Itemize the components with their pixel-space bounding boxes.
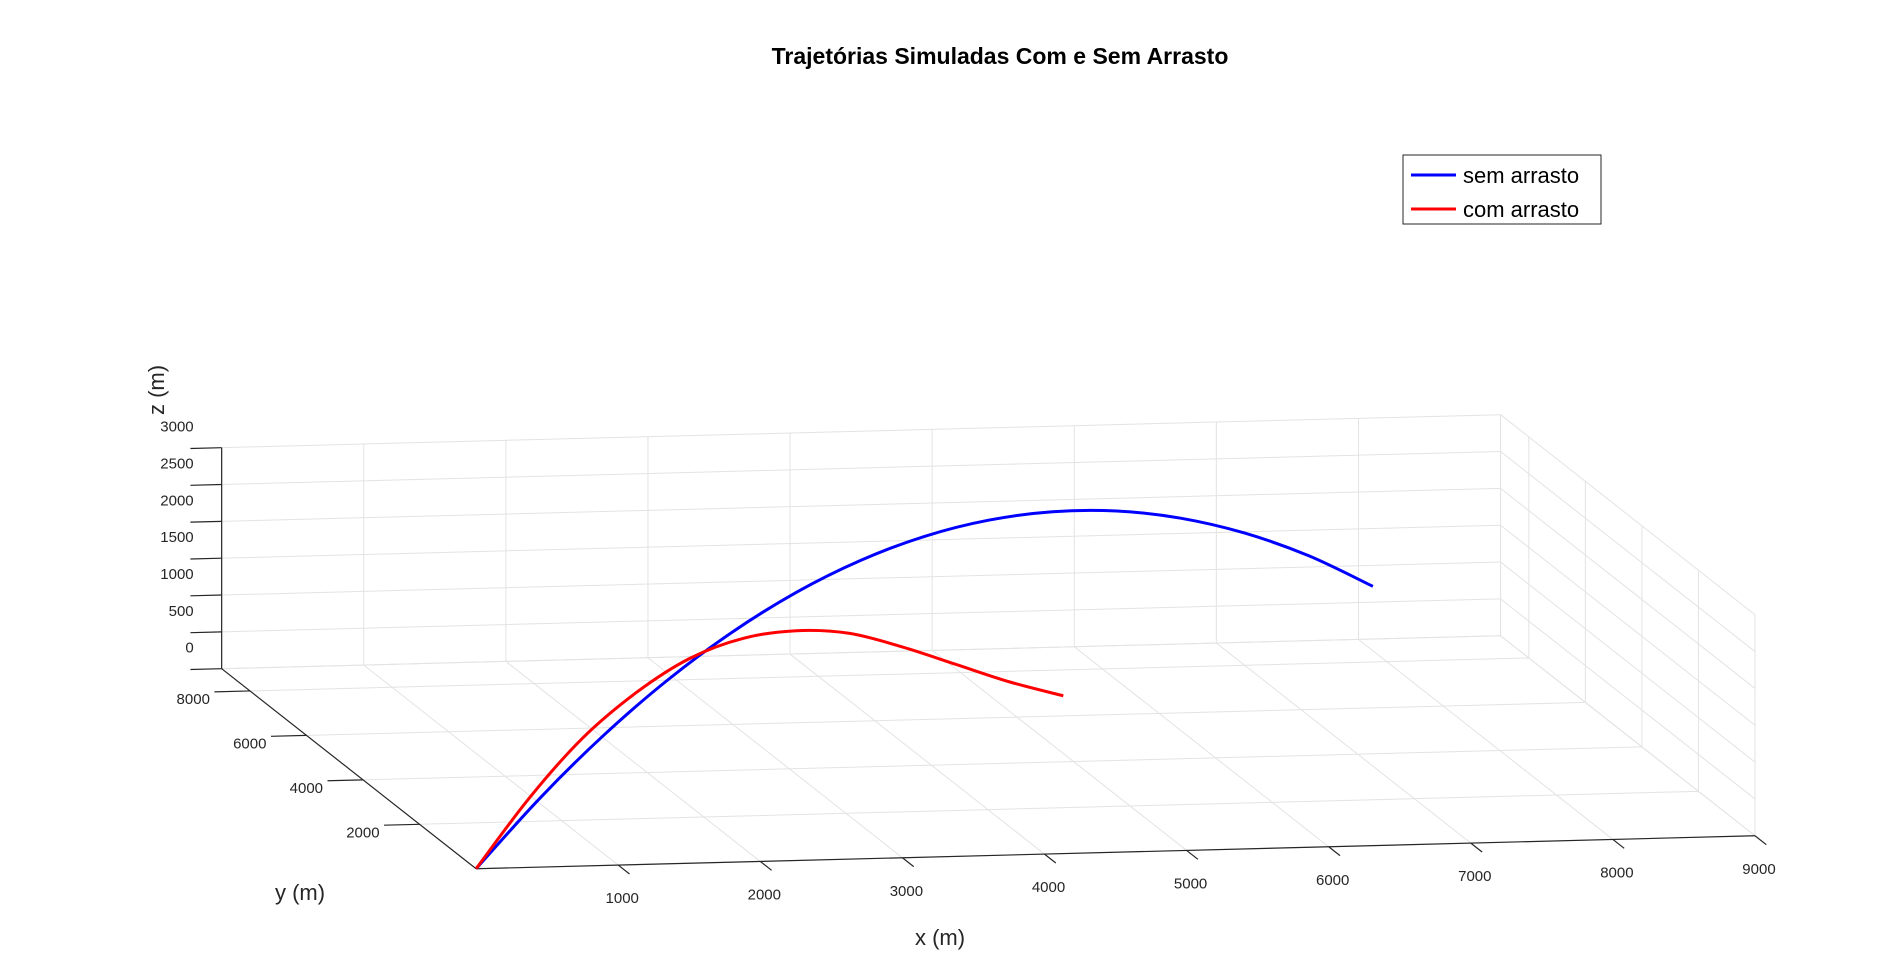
chart-title: Trajetórias Simuladas Com e Sem Arrasto	[772, 43, 1229, 69]
grid-back-z-line	[221, 487, 1501, 522]
z-tick-label: 2500	[160, 456, 193, 473]
x-tick-mark	[902, 857, 915, 868]
x-tick-mark	[1612, 838, 1625, 849]
grid-side-z-line	[1500, 561, 1756, 763]
grid-floor-y-line	[249, 657, 1529, 692]
grid-back-z-line	[221, 561, 1501, 596]
z-tick-label: 1000	[160, 566, 193, 583]
x-tick-label: 6000	[1316, 872, 1349, 889]
z-tick-mark	[190, 557, 222, 560]
z-tick-mark	[190, 520, 222, 523]
legend-label-sem-arrasto: sem arrasto	[1463, 163, 1579, 188]
x-tick-mark	[1754, 835, 1767, 846]
z-tick-mark	[190, 447, 222, 450]
axes	[190, 447, 1767, 875]
grid-floor-x-line	[505, 660, 761, 862]
grid-back-z-line	[221, 414, 1501, 449]
grid-floor-x-line	[1358, 639, 1614, 840]
x-tick-mark	[1044, 853, 1057, 864]
x-tick-mark	[1328, 846, 1341, 857]
series-line-sem-arrasto	[474, 508, 1374, 870]
x-tick-label: 5000	[1174, 875, 1207, 892]
z-tick-label: 500	[169, 603, 194, 620]
grid-back-z-line	[221, 598, 1501, 633]
x-tick-mark	[1470, 842, 1483, 853]
grid-side-z-line	[1500, 451, 1756, 652]
y-tick-label: 4000	[290, 780, 323, 797]
x-tick-mark	[1186, 849, 1199, 860]
tick-labels: 1000 2000 3000 4000 5000 6000 7000 8000 90002000…	[160, 419, 1775, 907]
legend-box	[1402, 154, 1602, 225]
grid-floor-x-line	[789, 653, 1045, 855]
series-lines	[474, 508, 1374, 870]
z-tick-mark	[190, 594, 222, 597]
x-tick-label: 8000	[1600, 864, 1633, 881]
grid-floor-x-line	[1216, 642, 1472, 844]
z-tick-mark	[190, 668, 222, 671]
grid-floor-x-line	[647, 657, 903, 859]
y-tick-label: 2000	[346, 824, 379, 841]
x-tick-label: 9000	[1742, 861, 1775, 878]
grid-floor-x-line	[363, 664, 619, 866]
y-tick-mark	[214, 690, 250, 693]
legend-label-com-arrasto: com arrasto	[1463, 197, 1579, 222]
z-tick-label: 1500	[160, 529, 193, 546]
y-axis-label: y (m)	[275, 880, 325, 905]
x-axis-label: x (m)	[915, 925, 965, 950]
x-tick-label: 2000	[748, 886, 781, 903]
grid-floor-y-line	[306, 701, 1586, 736]
grid-side-z-line	[1500, 414, 1756, 616]
y-tick-mark	[384, 823, 420, 826]
x-tick-label: 3000	[890, 883, 923, 900]
z-tick-label: 3000	[160, 419, 193, 436]
x-tick-label: 4000	[1032, 879, 1065, 896]
z-tick-mark	[190, 631, 222, 634]
z-axis-label: z (m)	[144, 365, 169, 415]
legend: sem arrasto com arrasto	[1402, 154, 1602, 225]
grid-back-z-line	[221, 451, 1501, 486]
x-tick-mark	[759, 860, 772, 871]
y-tick-label: 6000	[233, 735, 266, 752]
y-tick-mark	[327, 779, 364, 782]
z-tick-label: 2000	[160, 492, 193, 509]
y-axis-line	[221, 668, 477, 870]
y-tick-mark	[270, 734, 307, 737]
x-tick-mark	[617, 864, 630, 875]
grid-floor-x-line	[1073, 646, 1330, 848]
grid-side-z-line	[1500, 598, 1756, 800]
x-tick-label: 1000	[606, 890, 639, 907]
grid-side-z-line	[1500, 487, 1756, 689]
series-line-com-arrasto	[474, 628, 1064, 870]
x-tick-label: 7000	[1458, 868, 1491, 885]
grid-floor-x-line	[931, 649, 1187, 851]
z-tick-label: 0	[185, 640, 193, 657]
y-tick-label: 8000	[177, 691, 210, 708]
grid-back-z-line	[221, 635, 1501, 670]
grid-back-z-line	[221, 524, 1501, 559]
grid-side-z-line	[1500, 635, 1756, 837]
grid-floor-y-line	[363, 746, 1642, 781]
grid	[221, 414, 1756, 870]
grid-side-z-line	[1500, 524, 1756, 726]
grid-floor-y-line	[419, 790, 1699, 825]
z-tick-mark	[190, 483, 222, 486]
x-axis-line	[476, 835, 1756, 870]
